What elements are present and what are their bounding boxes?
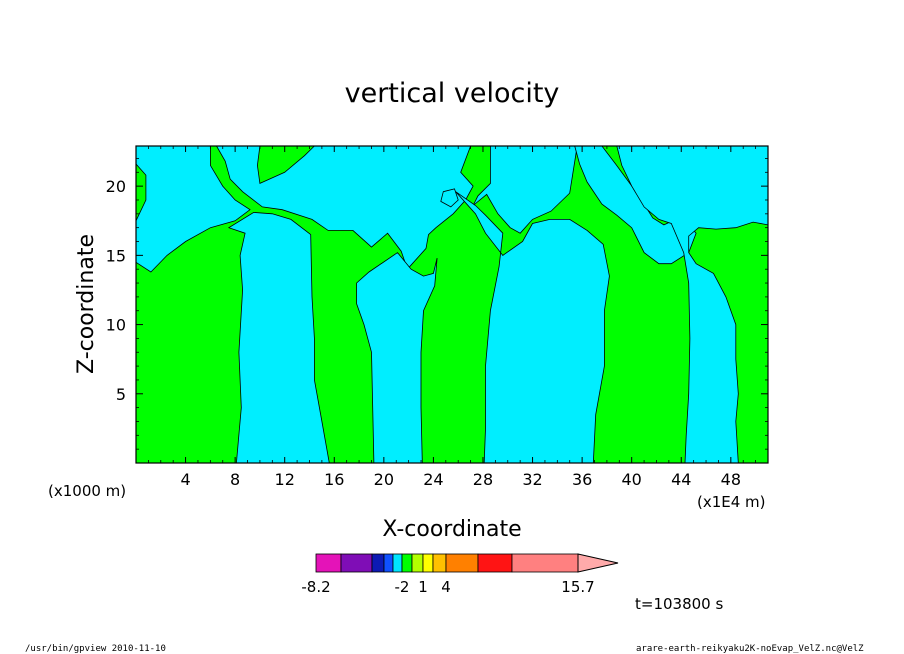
colorbar-cell [401,553,413,573]
x-axis-label: X-coordinate [382,517,521,542]
x-tick-label: 44 [671,470,691,489]
x-tick-label: 28 [473,470,493,489]
colorbar-cell [511,553,579,573]
y-tick-label: 15 [106,246,126,265]
colorbar-label: -2 [395,578,410,596]
colorbar-cell [422,553,434,573]
x-unit-left: (x1000 m) [48,482,126,500]
x-tick-label: 12 [275,470,295,489]
plot-frame [135,145,769,464]
time-label: t=103800 s [635,595,723,613]
colorbar-label: -8.2 [301,578,330,596]
x-tick-label: 20 [374,470,394,489]
y-tick-label: 20 [106,177,126,196]
x-tick-label: 8 [230,470,240,489]
colorbar-extension [577,553,619,573]
y-axis-label: Z-coordinate [74,234,99,374]
negative-velocity-region-5 [472,145,578,234]
colorbar-cell [383,553,394,573]
x-unit-right: (x1E4 m) [697,493,766,511]
colorbar-cell [445,553,479,573]
colorbar-cell [477,553,513,573]
region-layer [135,145,769,464]
footer-right: arare-earth-reikyaku2K-noEvap_VelZ.nc@Ve… [636,644,864,654]
colorbar-cell [315,553,342,573]
negative-velocity-region-4 [356,252,438,464]
negative-velocity-region-9 [440,188,459,208]
colorbar-cell [432,553,447,573]
chart-title: vertical velocity [345,78,560,109]
x-tick-label: 24 [423,470,443,489]
x-tick-label: 36 [572,470,592,489]
negative-velocity-region-2 [215,145,474,270]
x-tick-label: 4 [180,470,190,489]
colorbar-label: 1 [418,578,428,596]
colorbar-labels: -8.2 -2 1 4 15.7 [301,578,594,596]
y-tick-label: 5 [116,385,126,404]
colorbar-cells [315,553,579,573]
colorbar-label: 15.7 [561,578,594,596]
colorbar: -8.2 -2 1 4 15.7 [301,553,619,596]
negative-velocity-region-1 [135,145,251,273]
y-tick-label: 10 [106,316,126,335]
negative-velocity-region-6 [455,191,610,464]
colorbar-cell [371,553,385,573]
x-tick-label: 48 [721,470,741,489]
x-tick-label: 40 [622,470,642,489]
x-tick-label: 16 [324,470,344,489]
negative-velocity-region-3 [227,211,330,464]
colorbar-cell [411,553,424,573]
x-tick-label: 32 [522,470,542,489]
colorbar-cell [340,553,373,573]
colorbar-label: 4 [441,578,451,596]
footer-left: /usr/bin/gpview 2010-11-10 [25,644,166,654]
negative-velocity-region-8 [616,145,769,464]
colorbar-cell [392,553,403,573]
